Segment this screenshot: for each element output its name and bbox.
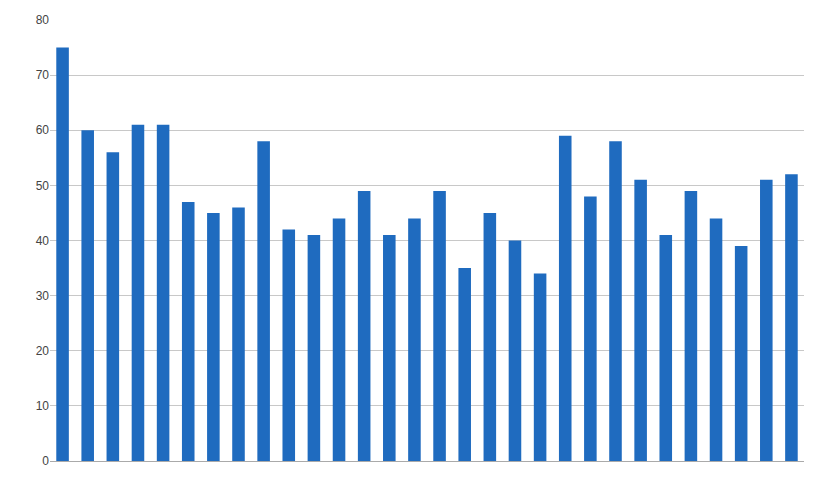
svg-text:20: 20 (36, 344, 50, 358)
svg-text:30: 30 (36, 289, 50, 303)
svg-text:10: 10 (36, 399, 50, 413)
svg-text:70: 70 (36, 68, 50, 82)
svg-text:50: 50 (36, 179, 50, 193)
svg-text:80: 80 (36, 13, 50, 27)
svg-text:40: 40 (36, 234, 50, 248)
svg-text:0: 0 (42, 454, 49, 468)
svg-text:60: 60 (36, 123, 50, 137)
